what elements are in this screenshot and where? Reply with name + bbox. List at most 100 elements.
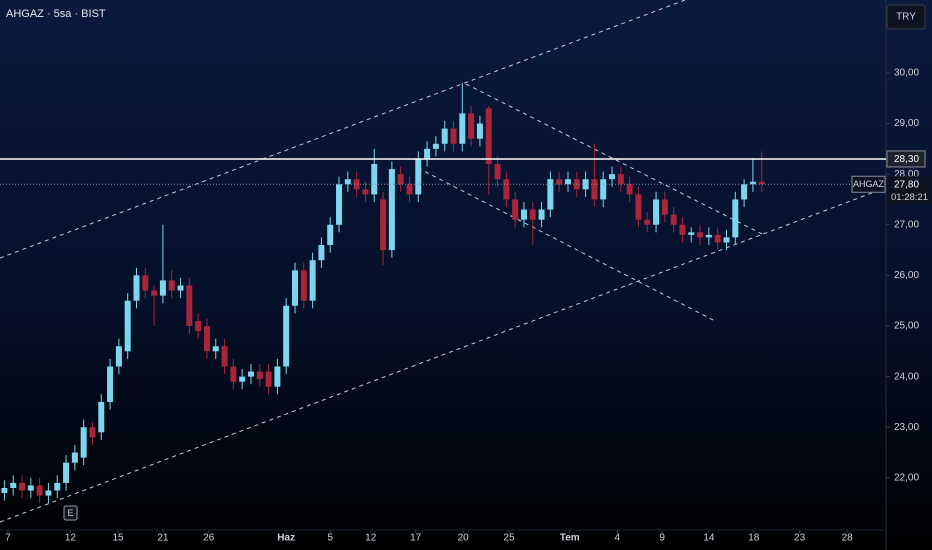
candle-body — [758, 181, 765, 185]
candle-body — [494, 164, 501, 180]
candle-body — [45, 490, 52, 496]
candle-body — [19, 482, 26, 491]
candle-body — [609, 174, 616, 180]
candle-body — [274, 366, 281, 387]
candle-body — [230, 366, 237, 382]
last-price-tag — [887, 176, 932, 205]
currency-label[interactable]: TRY — [896, 12, 916, 23]
candle-body — [10, 482, 17, 488]
candle-body — [688, 232, 695, 235]
x-tick-label: 12 — [65, 533, 77, 544]
y-tick-label: 30,00 — [894, 68, 919, 79]
candle-body — [265, 371, 272, 387]
candle-body — [212, 346, 219, 352]
candle-body — [239, 376, 246, 382]
candle-body — [397, 174, 404, 185]
symbol-tag-box — [851, 175, 886, 193]
candle-body — [723, 237, 730, 243]
candle-body — [476, 123, 483, 139]
candle-body — [124, 300, 131, 352]
candle-body — [168, 280, 175, 291]
candle-body — [292, 270, 298, 306]
candle-body — [653, 199, 660, 225]
candle-body — [732, 199, 739, 238]
channel-upper — [0, 0, 686, 259]
x-tick-label: 12 — [365, 533, 377, 544]
x-tick-label: 26 — [203, 533, 215, 544]
x-tick-label: 25 — [503, 533, 515, 544]
candle-body — [177, 285, 184, 291]
candle-body — [644, 219, 651, 225]
candle-body — [151, 290, 158, 296]
candle-body — [362, 189, 369, 195]
x-tick-label: 18 — [748, 533, 760, 544]
candle-body — [459, 113, 466, 144]
candle-body — [80, 427, 87, 458]
countdown: 01:28:21 — [891, 192, 928, 203]
candle-body — [283, 305, 290, 367]
candle-body — [415, 158, 422, 195]
candle-body — [221, 346, 228, 367]
y-tick-label: 22,00 — [894, 473, 919, 484]
candle-body — [450, 128, 457, 144]
candle-body — [406, 184, 413, 195]
candle-body — [36, 485, 43, 496]
candle-body — [600, 179, 607, 200]
x-tick-label: Haz — [277, 533, 295, 544]
candle-body — [133, 275, 140, 301]
candle-body — [538, 209, 545, 220]
candle-body — [353, 179, 360, 190]
y-tick-label: 25,00 — [894, 321, 919, 332]
y-tick-label: 23,00 — [894, 422, 919, 433]
drawings — [0, 0, 886, 523]
candle-body — [714, 234, 721, 243]
event-marker-label[interactable]: E — [67, 508, 73, 518]
candle-body — [71, 452, 78, 463]
candle-body — [741, 184, 748, 200]
x-tick-label: Tem — [560, 533, 580, 544]
candle-body — [63, 462, 70, 483]
candle-body — [705, 234, 712, 238]
x-tick-label: 20 — [458, 533, 470, 544]
chart-title: AHGAZ · 5sa · BIST — [6, 8, 106, 20]
currency-button[interactable] — [886, 4, 926, 30]
candle-body — [556, 179, 563, 185]
candle-body — [697, 232, 704, 238]
candle-body — [327, 224, 334, 246]
candle-body — [107, 366, 114, 402]
plot — [1, 83, 765, 504]
candle-body — [635, 194, 642, 220]
candle-body — [520, 209, 527, 220]
candle-body — [27, 485, 34, 491]
candle-body — [626, 184, 633, 195]
candle-body — [432, 143, 439, 149]
candle-body — [98, 401, 105, 433]
candle-body — [591, 179, 598, 200]
y-tick-label: 26,00 — [894, 270, 919, 281]
candle-body — [424, 148, 431, 159]
x-tick-label: 21 — [157, 533, 169, 544]
candle-body — [203, 325, 210, 352]
event-marker[interactable] — [63, 505, 78, 521]
y-tick-label: 29,00 — [894, 118, 919, 129]
y-tick-label: 27,00 — [894, 219, 919, 230]
candle-body — [380, 199, 387, 251]
x-tick-label: 28 — [842, 533, 854, 544]
candle-body — [115, 346, 122, 367]
x-tick-label: 9 — [659, 533, 665, 544]
candle-body — [670, 214, 677, 225]
candle-body — [300, 270, 307, 301]
candle-body — [54, 482, 61, 491]
last-price-label: 27,80 — [894, 179, 919, 190]
x-tick-label: 5 — [327, 533, 333, 544]
candle-body — [512, 199, 519, 220]
candle-body — [336, 184, 343, 225]
level-tag — [886, 150, 926, 168]
x-tick-label: 15 — [112, 533, 124, 544]
candle-body — [195, 320, 202, 332]
channel-lower — [0, 187, 886, 523]
candle-body — [468, 113, 475, 139]
